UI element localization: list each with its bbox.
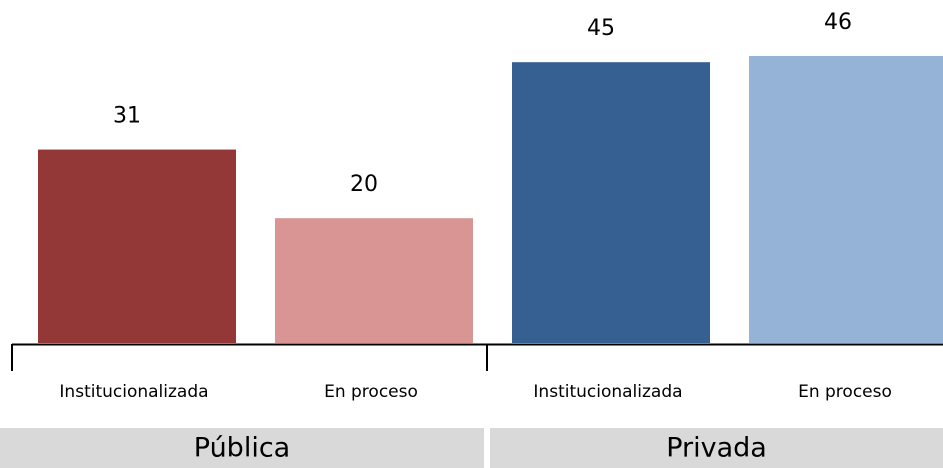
value-label: 45: [587, 16, 615, 41]
bar: [749, 55, 943, 344]
value-label: 20: [350, 172, 378, 197]
x-tick-label: Institucionalizada: [59, 382, 208, 402]
value-label: 46: [824, 10, 852, 35]
bar: [38, 149, 236, 343]
x-tick-label: En proceso: [324, 382, 418, 402]
value-label: 31: [113, 104, 141, 129]
group-box: [0, 428, 484, 468]
x-tick-label: En proceso: [798, 382, 892, 402]
bar: [275, 218, 473, 343]
group-box: [490, 428, 943, 468]
group-label: Privada: [666, 433, 767, 464]
group-label: Pública: [194, 433, 290, 464]
x-tick-label: Institucionalizada: [533, 382, 682, 402]
bar: [512, 62, 710, 343]
